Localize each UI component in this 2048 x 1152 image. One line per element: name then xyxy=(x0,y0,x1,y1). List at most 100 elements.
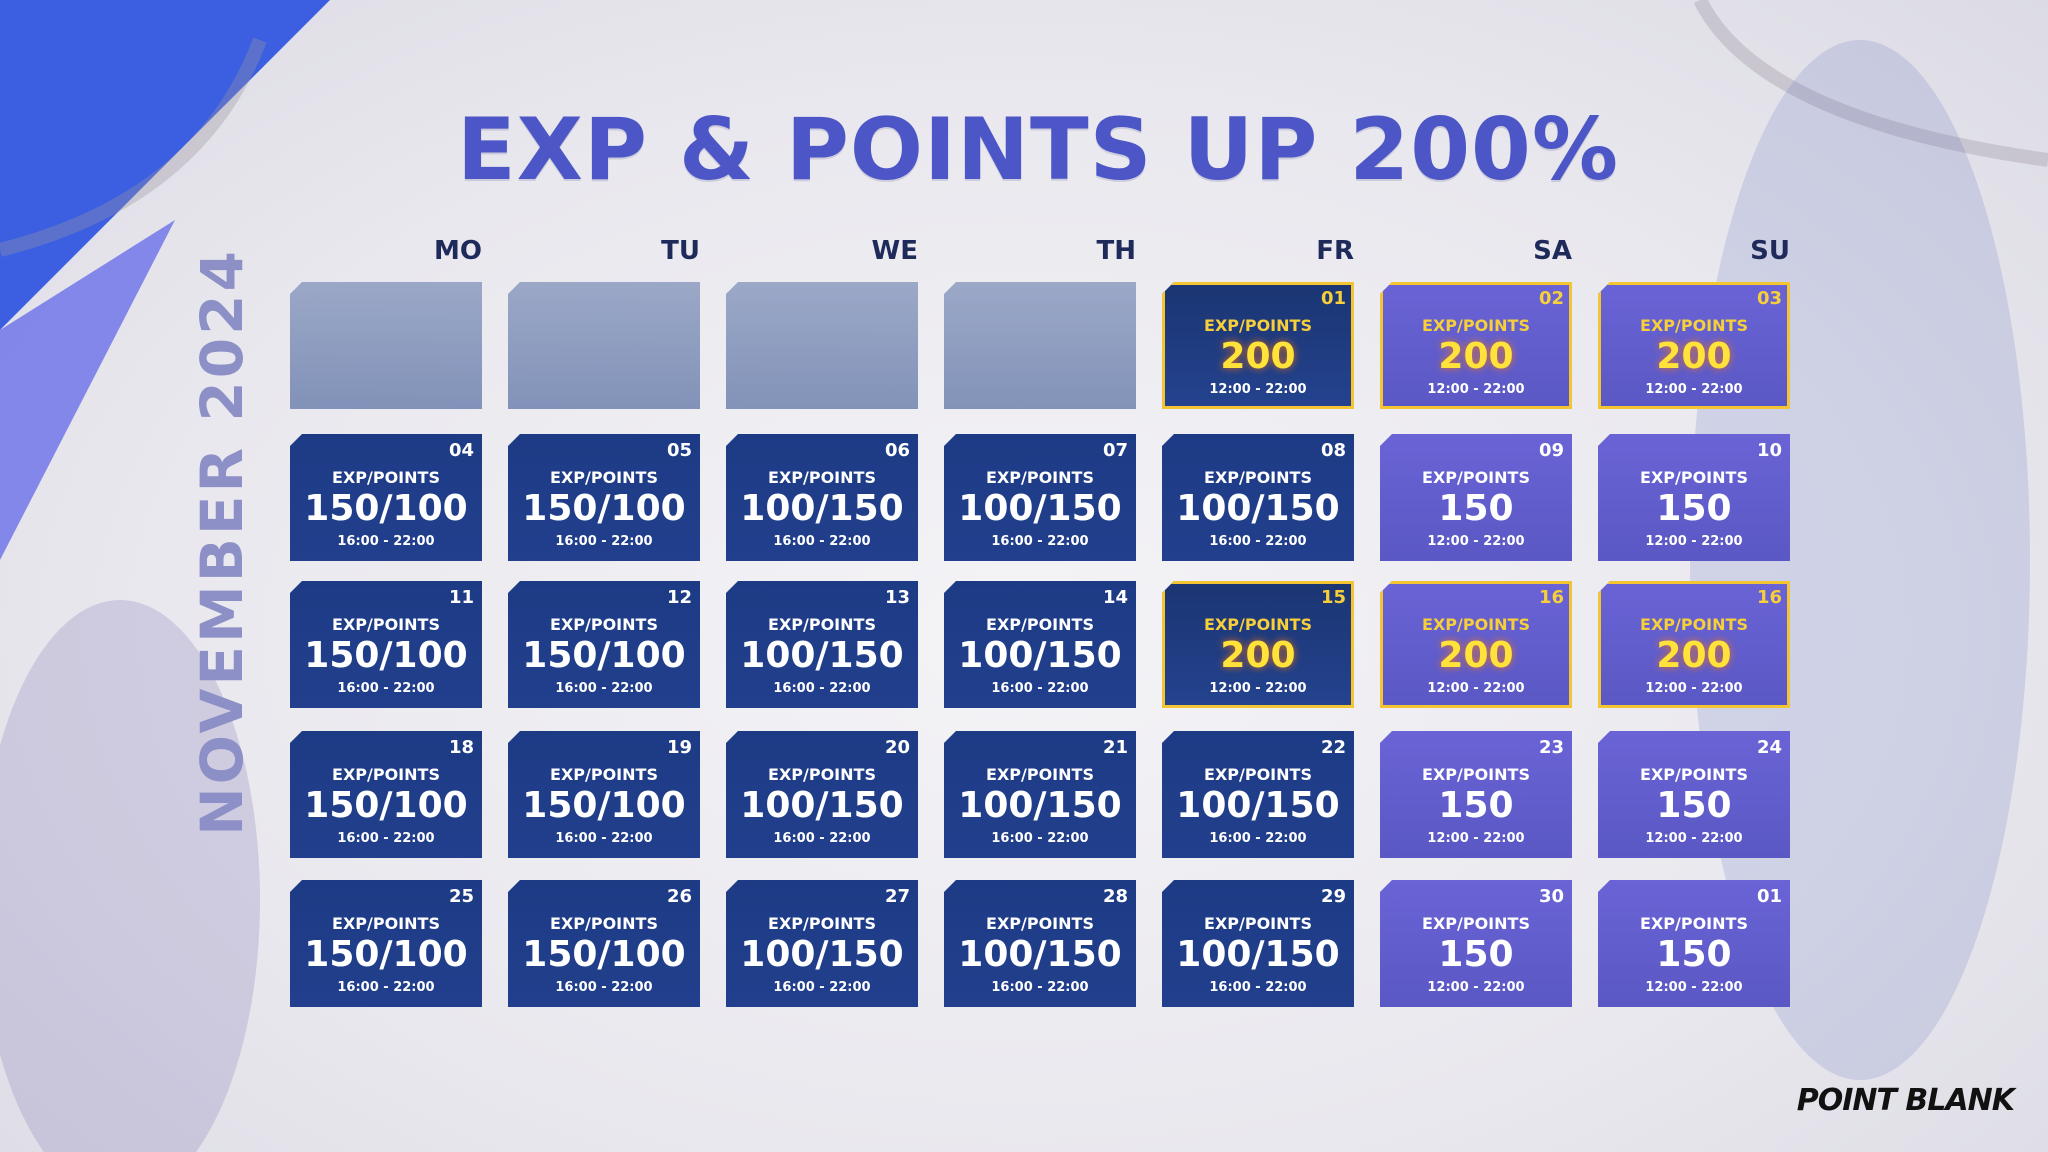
time-range: 16:00 - 22:00 xyxy=(773,831,871,846)
day-number: 02 xyxy=(1538,288,1564,309)
day-number: 19 xyxy=(666,737,692,758)
day-number: 06 xyxy=(884,440,910,461)
day-cell: 19 EXP/POINTS 150/100 16:00 - 22:00 xyxy=(508,731,700,858)
bonus-label: EXP/POINTS xyxy=(332,765,440,784)
bonus-label: EXP/POINTS xyxy=(332,914,440,933)
bonus-value: 150 xyxy=(1438,934,1514,975)
day-number: 28 xyxy=(1102,886,1128,907)
day-cell: 08 EXP/POINTS 100/150 16:00 - 22:00 xyxy=(1162,434,1354,561)
time-range: 16:00 - 22:00 xyxy=(555,534,653,549)
time-range: 12:00 - 22:00 xyxy=(1427,382,1525,397)
day-number: 11 xyxy=(448,587,474,608)
bonus-value: 100/150 xyxy=(1176,934,1340,975)
bonus-label: EXP/POINTS xyxy=(550,765,658,784)
title: EXP & POINTS UP 200% xyxy=(456,100,1620,200)
time-range: 12:00 - 22:00 xyxy=(1645,534,1743,549)
empty-cell xyxy=(508,282,700,409)
day-cell: 22 EXP/POINTS 100/150 16:00 - 22:00 xyxy=(1162,731,1354,858)
time-range: 16:00 - 22:00 xyxy=(1209,534,1307,549)
day-cell: 16 EXP/POINTS 200 12:00 - 22:00 xyxy=(1380,581,1572,708)
day-cell: 26 EXP/POINTS 150/100 16:00 - 22:00 xyxy=(508,880,700,1007)
weekday-header: TH xyxy=(1096,236,1137,266)
time-range: 16:00 - 22:00 xyxy=(773,980,871,995)
day-cell: 16 EXP/POINTS 200 12:00 - 22:00 xyxy=(1598,581,1790,708)
bonus-value: 150 xyxy=(1656,488,1732,529)
bonus-value: 200 xyxy=(1656,336,1732,377)
day-cell: 06 EXP/POINTS 100/150 16:00 - 22:00 xyxy=(726,434,918,561)
day-number: 01 xyxy=(1756,886,1782,907)
bonus-label: EXP/POINTS xyxy=(1422,316,1530,335)
day-number: 10 xyxy=(1756,440,1782,461)
day-cell: 07 EXP/POINTS 100/150 16:00 - 22:00 xyxy=(944,434,1136,561)
day-number: 01 xyxy=(1320,288,1346,309)
weekday-header: TU xyxy=(661,236,700,266)
day-cell: 01 EXP/POINTS 150 12:00 - 22:00 xyxy=(1598,880,1790,1007)
bonus-label: EXP/POINTS xyxy=(1640,914,1748,933)
month-label: NOVEMBER 2024 xyxy=(188,248,256,836)
bonus-label: EXP/POINTS xyxy=(986,914,1094,933)
weekday-header: FR xyxy=(1316,236,1354,266)
weekday-header: SA xyxy=(1533,236,1572,266)
day-number: 05 xyxy=(666,440,692,461)
day-cell: 04 EXP/POINTS 150/100 16:00 - 22:00 xyxy=(290,434,482,561)
empty-cell xyxy=(726,282,918,409)
bonus-value: 100/150 xyxy=(958,934,1122,975)
time-range: 16:00 - 22:00 xyxy=(555,831,653,846)
bonus-value: 150/100 xyxy=(304,934,468,975)
day-cell: 21 EXP/POINTS 100/150 16:00 - 22:00 xyxy=(944,731,1136,858)
bonus-label: EXP/POINTS xyxy=(1422,765,1530,784)
day-number: 20 xyxy=(884,737,910,758)
time-range: 16:00 - 22:00 xyxy=(337,534,435,549)
bonus-value: 150/100 xyxy=(304,785,468,826)
bonus-value: 150/100 xyxy=(522,934,686,975)
bonus-label: EXP/POINTS xyxy=(1422,615,1530,634)
day-cell: 13 EXP/POINTS 100/150 16:00 - 22:00 xyxy=(726,581,918,708)
day-number: 23 xyxy=(1538,737,1564,758)
day-cell: 10 EXP/POINTS 150 12:00 - 22:00 xyxy=(1598,434,1790,561)
day-number: 27 xyxy=(884,886,910,907)
bonus-value: 100/150 xyxy=(1176,488,1340,529)
day-cell: 18 EXP/POINTS 150/100 16:00 - 22:00 xyxy=(290,731,482,858)
time-range: 12:00 - 22:00 xyxy=(1209,382,1307,397)
day-number: 14 xyxy=(1102,587,1128,608)
day-cell: 24 EXP/POINTS 150 12:00 - 22:00 xyxy=(1598,731,1790,858)
empty-cell xyxy=(290,282,482,409)
weekday-header: MO xyxy=(434,236,482,266)
day-number: 18 xyxy=(448,737,474,758)
day-number: 16 xyxy=(1538,587,1564,608)
time-range: 16:00 - 22:00 xyxy=(991,534,1089,549)
day-number: 13 xyxy=(884,587,910,608)
time-range: 16:00 - 22:00 xyxy=(991,831,1089,846)
day-number: 04 xyxy=(448,440,474,461)
bonus-label: EXP/POINTS xyxy=(1204,316,1312,335)
time-range: 12:00 - 22:00 xyxy=(1427,534,1525,549)
day-cell: 12 EXP/POINTS 150/100 16:00 - 22:00 xyxy=(508,581,700,708)
time-range: 16:00 - 22:00 xyxy=(555,980,653,995)
bonus-value: 150 xyxy=(1656,934,1732,975)
day-number: 21 xyxy=(1102,737,1128,758)
day-cell: 25 EXP/POINTS 150/100 16:00 - 22:00 xyxy=(290,880,482,1007)
day-number: 26 xyxy=(666,886,692,907)
day-cell: 05 EXP/POINTS 150/100 16:00 - 22:00 xyxy=(508,434,700,561)
time-range: 16:00 - 22:00 xyxy=(555,681,653,696)
bonus-value: 150/100 xyxy=(522,635,686,676)
bonus-label: EXP/POINTS xyxy=(768,468,876,487)
time-range: 12:00 - 22:00 xyxy=(1427,681,1525,696)
bonus-label: EXP/POINTS xyxy=(550,615,658,634)
bonus-value: 150 xyxy=(1656,785,1732,826)
day-number: 09 xyxy=(1538,440,1564,461)
bonus-value: 150 xyxy=(1438,785,1514,826)
bonus-value: 150/100 xyxy=(304,488,468,529)
time-range: 16:00 - 22:00 xyxy=(1209,831,1307,846)
day-cell: 09 EXP/POINTS 150 12:00 - 22:00 xyxy=(1380,434,1572,561)
bonus-value: 100/150 xyxy=(740,934,904,975)
time-range: 16:00 - 22:00 xyxy=(1209,980,1307,995)
bonus-label: EXP/POINTS xyxy=(768,765,876,784)
bonus-label: EXP/POINTS xyxy=(1640,615,1748,634)
time-range: 12:00 - 22:00 xyxy=(1645,681,1743,696)
bonus-label: EXP/POINTS xyxy=(986,615,1094,634)
bonus-label: EXP/POINTS xyxy=(1204,914,1312,933)
day-number: 12 xyxy=(666,587,692,608)
day-cell: 11 EXP/POINTS 150/100 16:00 - 22:00 xyxy=(290,581,482,708)
bonus-label: EXP/POINTS xyxy=(1422,914,1530,933)
